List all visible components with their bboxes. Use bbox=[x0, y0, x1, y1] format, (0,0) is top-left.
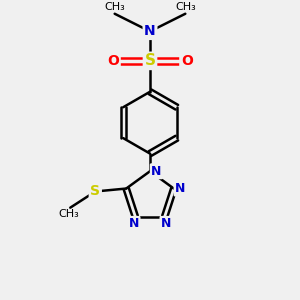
Text: CH₃: CH₃ bbox=[58, 209, 79, 219]
Text: O: O bbox=[107, 54, 119, 68]
Text: N: N bbox=[129, 218, 139, 230]
Text: N: N bbox=[175, 182, 185, 195]
Text: N: N bbox=[144, 24, 156, 38]
Text: O: O bbox=[181, 54, 193, 68]
Text: CH₃: CH₃ bbox=[175, 2, 196, 12]
Text: CH₃: CH₃ bbox=[104, 2, 125, 12]
Text: S: S bbox=[145, 53, 155, 68]
Text: N: N bbox=[151, 165, 162, 178]
Text: S: S bbox=[90, 184, 100, 199]
Text: N: N bbox=[161, 218, 171, 230]
